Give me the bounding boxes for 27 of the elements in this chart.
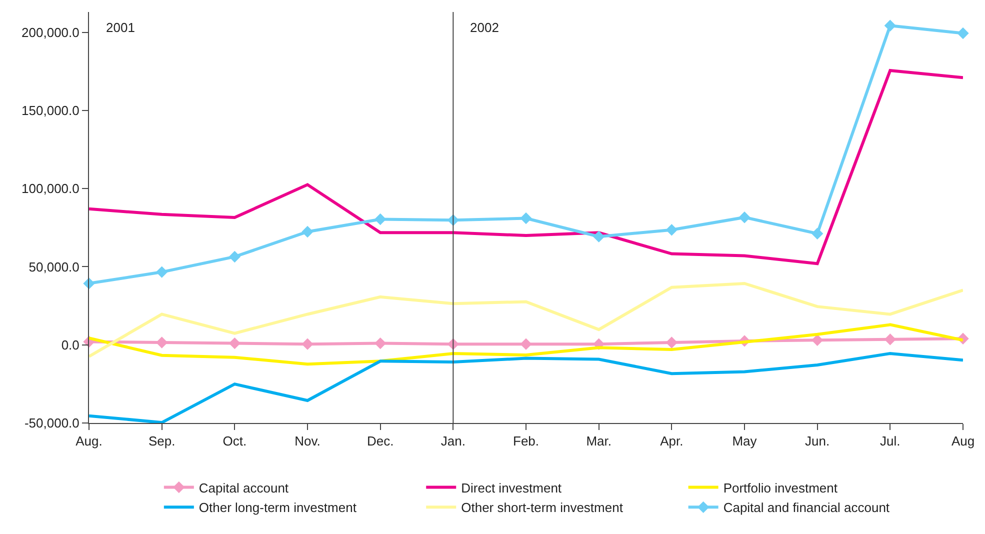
y-tick-label: 50,000.0 xyxy=(28,259,80,274)
x-tick-label: Dec. xyxy=(366,434,394,449)
x-tick-label: Aug xyxy=(951,434,975,449)
x-tick-label: Feb. xyxy=(512,434,540,449)
x-tick-label: Jul. xyxy=(880,434,900,449)
legend-label: Portfolio investment xyxy=(723,480,838,496)
legend-label: Other short-term investment xyxy=(461,500,624,516)
x-tick-label: Apr. xyxy=(660,434,684,449)
legend-label: Other long-term investment xyxy=(198,500,357,516)
x-tick-label: May xyxy=(732,434,758,449)
y-tick-label: 100,000.0 xyxy=(22,181,80,196)
annotation: 2002 xyxy=(470,20,499,35)
legend-label: Capital and financial account xyxy=(723,500,890,516)
annotation: 2001 xyxy=(106,20,135,35)
y-tick-label: -50,000.0 xyxy=(24,416,80,431)
y-tick-label: 150,000.0 xyxy=(22,103,80,118)
y-tick-label: 0.0 xyxy=(61,337,80,352)
x-tick-label: Jan. xyxy=(440,434,466,449)
legend-label: Capital account xyxy=(198,480,289,496)
legend-label: Direct investment xyxy=(461,480,562,496)
x-tick-label: Nov. xyxy=(294,434,320,449)
x-tick-label: Sep. xyxy=(148,434,176,449)
y-tick-label: 200,000.0 xyxy=(22,24,80,40)
x-tick-label: Oct. xyxy=(222,434,247,449)
x-tick-label: Jun. xyxy=(805,434,830,449)
x-tick-label: Mar. xyxy=(586,434,612,449)
x-tick-label: Aug. xyxy=(76,434,102,449)
